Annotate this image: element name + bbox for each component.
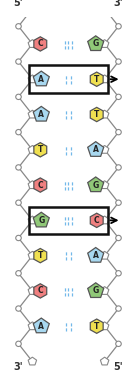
Circle shape <box>116 235 121 240</box>
Polygon shape <box>88 142 104 156</box>
Circle shape <box>16 235 21 240</box>
Text: T: T <box>38 145 43 154</box>
Text: A: A <box>38 75 44 84</box>
Polygon shape <box>100 75 109 83</box>
Text: G: G <box>93 39 99 49</box>
Circle shape <box>16 165 21 170</box>
Polygon shape <box>33 212 49 227</box>
Circle shape <box>116 94 121 100</box>
Polygon shape <box>100 216 109 224</box>
Polygon shape <box>28 40 37 47</box>
Polygon shape <box>33 107 49 121</box>
Circle shape <box>116 306 121 311</box>
Text: C: C <box>94 216 99 225</box>
Polygon shape <box>88 177 104 191</box>
Circle shape <box>16 129 21 135</box>
Circle shape <box>116 129 121 135</box>
Polygon shape <box>28 216 37 224</box>
Polygon shape <box>100 110 109 118</box>
Polygon shape <box>33 71 49 86</box>
Polygon shape <box>34 284 47 298</box>
Text: G: G <box>38 216 44 225</box>
Polygon shape <box>28 357 37 365</box>
Text: 5': 5' <box>114 362 123 372</box>
Polygon shape <box>34 178 47 192</box>
Polygon shape <box>90 72 103 86</box>
Text: A: A <box>38 110 44 119</box>
Polygon shape <box>28 75 37 83</box>
Polygon shape <box>100 287 109 295</box>
Polygon shape <box>34 143 47 157</box>
Circle shape <box>16 94 21 100</box>
Polygon shape <box>88 247 104 262</box>
Text: A: A <box>93 145 99 154</box>
Polygon shape <box>28 251 37 259</box>
Text: C: C <box>38 39 43 49</box>
Text: T: T <box>94 322 99 331</box>
Polygon shape <box>34 37 47 51</box>
Polygon shape <box>88 36 104 51</box>
Circle shape <box>16 271 21 276</box>
Circle shape <box>116 59 121 64</box>
Circle shape <box>116 165 121 170</box>
Text: T: T <box>38 251 43 260</box>
Text: T: T <box>94 75 99 84</box>
Circle shape <box>116 24 121 29</box>
Text: 3': 3' <box>114 0 123 8</box>
Text: G: G <box>93 286 99 295</box>
Text: 5': 5' <box>14 0 23 8</box>
Polygon shape <box>28 322 37 330</box>
Circle shape <box>16 306 21 311</box>
Polygon shape <box>88 283 104 298</box>
Polygon shape <box>90 319 103 334</box>
Polygon shape <box>28 110 37 118</box>
Polygon shape <box>100 40 109 47</box>
Polygon shape <box>100 4 109 12</box>
Circle shape <box>116 341 121 347</box>
Text: T: T <box>94 110 99 119</box>
Text: C: C <box>38 181 43 190</box>
Polygon shape <box>100 322 109 330</box>
Text: A: A <box>38 322 44 331</box>
Polygon shape <box>28 287 37 295</box>
Polygon shape <box>90 107 103 122</box>
Polygon shape <box>100 357 109 365</box>
Text: G: G <box>93 181 99 190</box>
Circle shape <box>16 200 21 205</box>
Polygon shape <box>28 4 37 12</box>
Polygon shape <box>34 249 47 263</box>
Text: A: A <box>93 251 99 260</box>
Circle shape <box>16 24 21 29</box>
Polygon shape <box>100 146 109 153</box>
Text: C: C <box>38 286 43 295</box>
Polygon shape <box>28 181 37 188</box>
Polygon shape <box>90 213 103 227</box>
Circle shape <box>16 59 21 64</box>
Text: 3': 3' <box>14 362 23 372</box>
Circle shape <box>16 341 21 347</box>
Polygon shape <box>28 146 37 153</box>
Circle shape <box>116 271 121 276</box>
Polygon shape <box>33 318 49 333</box>
Circle shape <box>116 200 121 205</box>
Polygon shape <box>100 181 109 188</box>
Polygon shape <box>100 251 109 259</box>
